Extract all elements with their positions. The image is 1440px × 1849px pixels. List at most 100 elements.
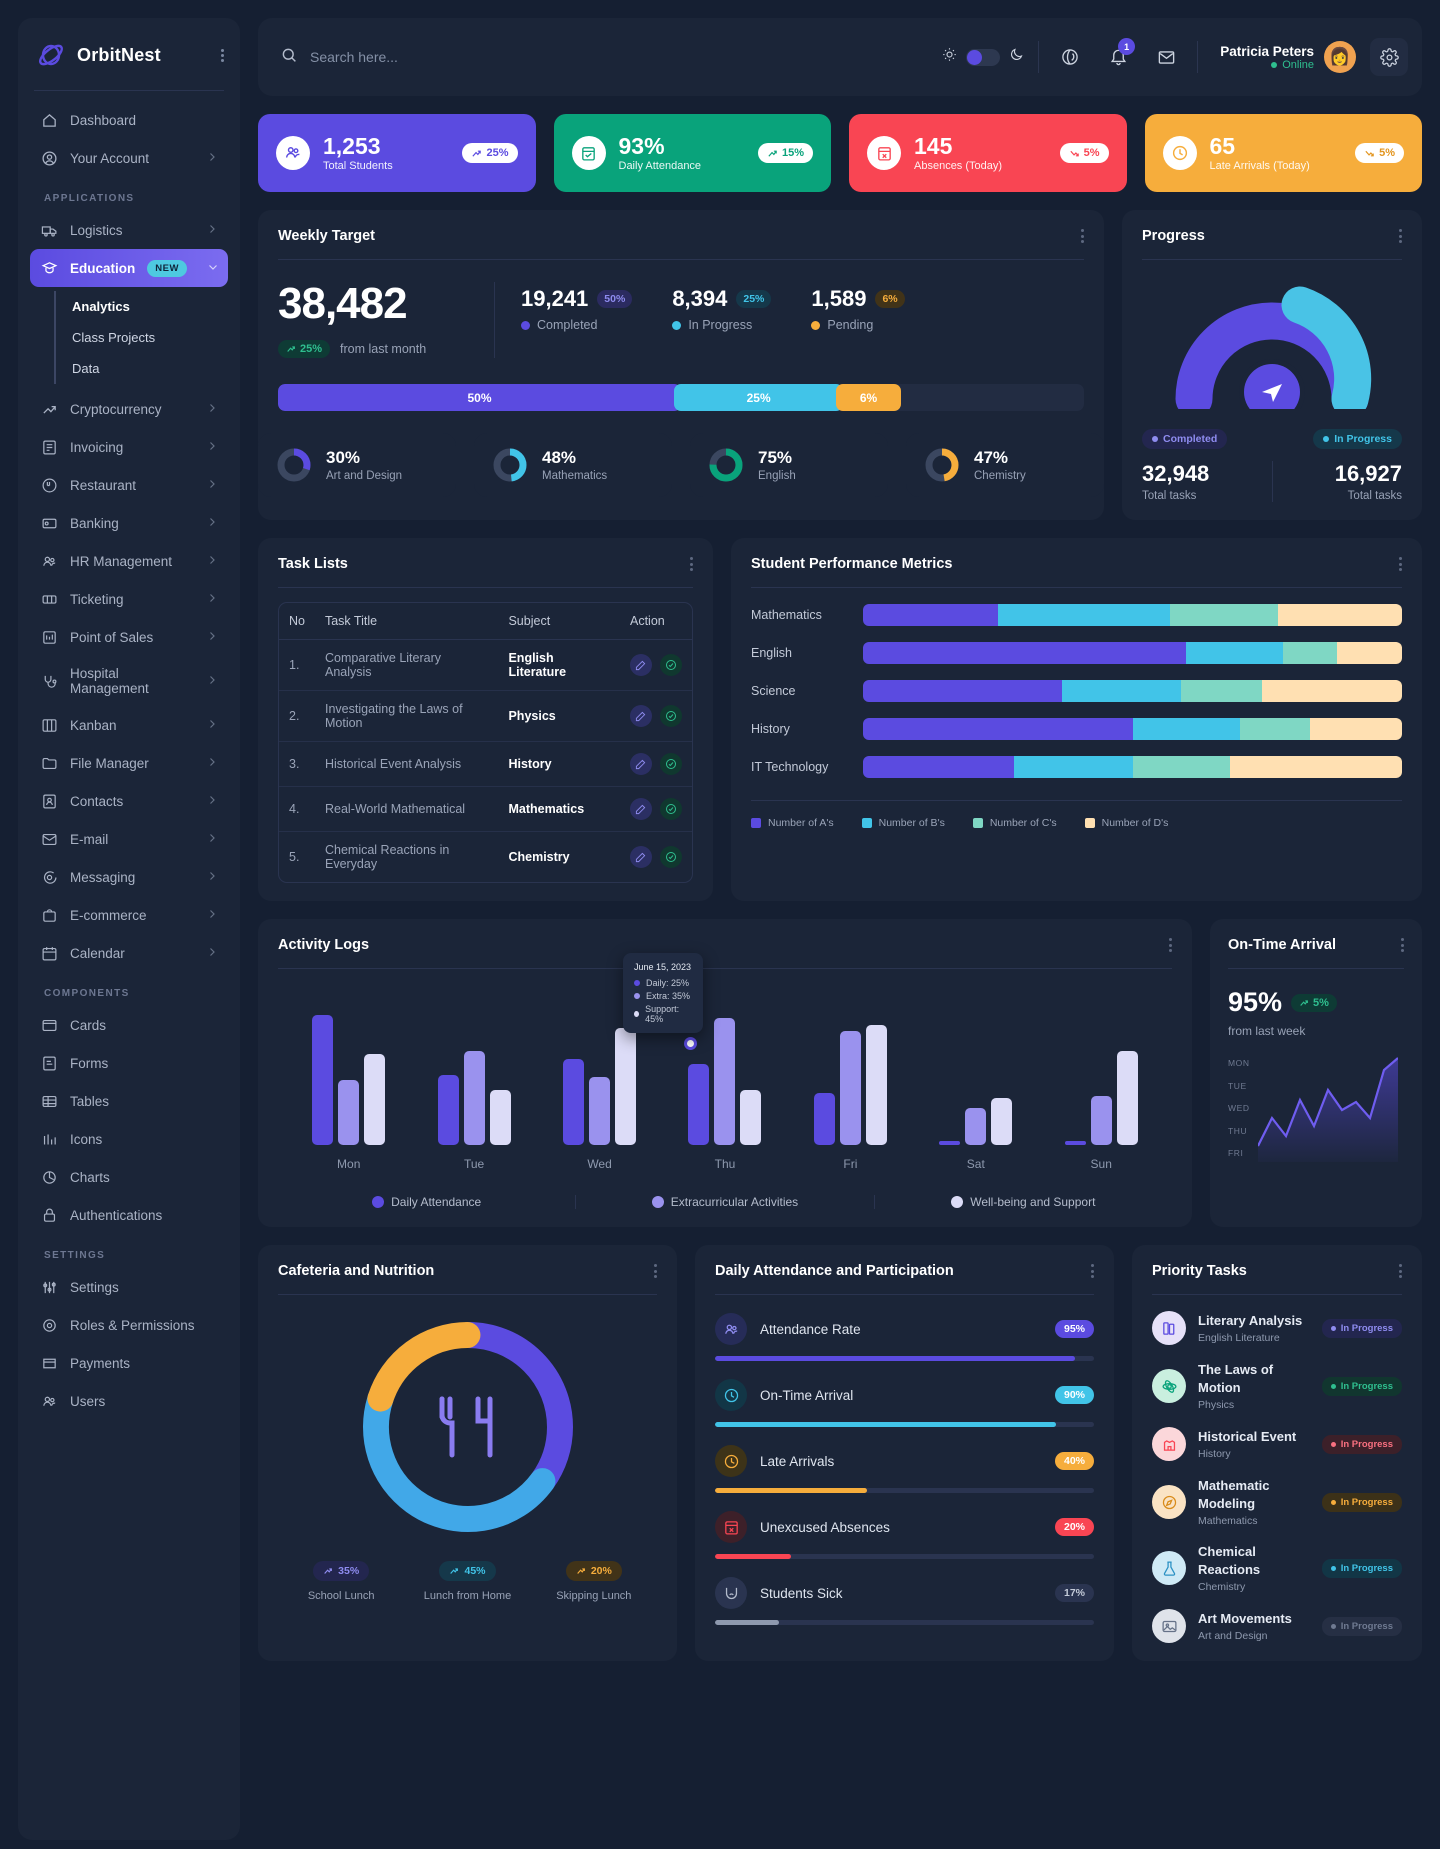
sidebar-item-icons[interactable]: Icons [30, 1120, 228, 1158]
check-circle-icon[interactable] [659, 798, 682, 820]
subject-card-art-design[interactable]: 30% Art and Design [258, 433, 456, 497]
sidebar-item-roles-permissions[interactable]: Roles & Permissions [30, 1306, 228, 1344]
kebab-menu-icon[interactable] [690, 557, 693, 571]
subject-card-chemistry[interactable]: 47% Chemistry [906, 433, 1104, 497]
gauge-chart [1175, 286, 1372, 409]
sidebar-item-logistics[interactable]: Logistics [30, 211, 228, 249]
sidebar-item-calendar[interactable]: Calendar [30, 934, 228, 972]
stat-card-late-arrivals[interactable]: 65 Late Arrivals (Today) 5% [1144, 114, 1422, 192]
participation-item-on-time-arrival[interactable]: On-Time Arrival 90% [715, 1379, 1094, 1427]
sidebar-subitem-class-projects[interactable]: Class Projects [72, 330, 156, 345]
sidebar-item-banking[interactable]: Banking [30, 504, 228, 542]
kebab-menu-icon[interactable] [1401, 938, 1404, 952]
search-input[interactable] [310, 49, 610, 65]
avatar[interactable]: 👩 [1324, 41, 1356, 73]
theme-toggle[interactable] [942, 47, 1024, 67]
sidebar-item-cards[interactable]: Cards [30, 1006, 228, 1044]
sidebar-item-ecommerce[interactable]: E-commerce [30, 896, 228, 934]
sidebar-item-ticketing[interactable]: Ticketing [30, 580, 228, 618]
settings-gear-icon[interactable] [1370, 38, 1408, 76]
user-profile[interactable]: Patricia Peters Online 👩 [1212, 41, 1356, 73]
stat-card-total-students[interactable]: 1,253 Total Students 25% [258, 114, 536, 192]
sidebar-item-file-manager[interactable]: File Manager [30, 744, 228, 782]
cell-no: 3. [279, 741, 315, 787]
sidebar-subitem-data[interactable]: Data [72, 361, 100, 376]
sidebar-item-education[interactable]: Education NEW [30, 249, 228, 287]
sidebar-item-cryptocurrency[interactable]: Cryptocurrency [30, 390, 228, 428]
edit-icon[interactable] [629, 705, 652, 727]
priority-item-historical-event[interactable]: Historical Event History In Progress [1152, 1427, 1402, 1461]
table-row[interactable]: 1. Comparative Literary Analysis English… [279, 639, 692, 691]
subject-card-english[interactable]: 75% English [690, 433, 888, 497]
edit-icon[interactable] [629, 846, 652, 868]
priority-item-chemical-reactions[interactable]: Chemical Reactions Chemistry In Progress [1152, 1543, 1402, 1593]
participation-item-attendance-rate[interactable]: Attendance Rate 95% [715, 1313, 1094, 1361]
people-icon [715, 1313, 747, 1345]
edit-icon[interactable] [629, 798, 652, 820]
sidebar-subitem-analytics[interactable]: Analytics [72, 299, 130, 314]
participation-item-late-arrivals[interactable]: Late Arrivals 40% [715, 1445, 1094, 1493]
sidebar-item-your-account[interactable]: Your Account [30, 139, 228, 177]
edit-icon[interactable] [629, 654, 652, 676]
ota-value-row: 95% 5% [1228, 987, 1404, 1018]
metric-in-progress: 8,394 25% In Progress [672, 286, 772, 332]
priority-item-literary-analysis[interactable]: Literary Analysis English Literature In P… [1152, 1311, 1402, 1345]
brand[interactable]: OrbitNest [18, 18, 240, 90]
kebab-menu-icon[interactable] [1399, 229, 1402, 243]
stat-card-absences[interactable]: 145 Absences (Today) 5% [849, 114, 1127, 192]
sidebar-item-email[interactable]: E-mail [30, 820, 228, 858]
image-icon [1152, 1609, 1186, 1643]
table-row[interactable]: 2. Investigating the Laws of Motion Phys… [279, 690, 692, 742]
sidebar-item-messaging[interactable]: Messaging [30, 858, 228, 896]
priority-item-laws-of-motion[interactable]: The Laws of Motion Physics In Progress [1152, 1361, 1402, 1411]
sidebar-item-tables[interactable]: Tables [30, 1082, 228, 1120]
cart-icon [40, 906, 58, 924]
language-globe-icon[interactable] [1053, 40, 1087, 74]
sidebar-item-hospital-management[interactable]: Hospital Management [30, 656, 228, 706]
sidebar-item-payments[interactable]: Payments [30, 1344, 228, 1382]
kebab-menu-icon[interactable] [1169, 938, 1172, 952]
tooltip-row-extra: Extra: 35% [634, 991, 692, 1001]
edit-icon[interactable] [629, 753, 652, 775]
priority-item-art-movements[interactable]: Art Movements Art and Design In Progress [1152, 1609, 1402, 1643]
table-row[interactable]: 4. Real-World Mathematical Mathematics [279, 786, 692, 832]
cell-title: Real-World Mathematical [314, 786, 499, 832]
participation-item-unexcused-absences[interactable]: Unexcused Absences 20% [715, 1511, 1094, 1559]
check-circle-icon[interactable] [659, 753, 682, 775]
check-circle-icon[interactable] [659, 654, 682, 676]
sidebar-item-authentications[interactable]: Authentications [30, 1196, 228, 1234]
sidebar-item-restaurant[interactable]: Restaurant [30, 466, 228, 504]
kebab-menu-icon[interactable] [1399, 1264, 1402, 1278]
subject-card-mathematics[interactable]: 48% Mathematics [474, 433, 672, 497]
stat-card-daily-attendance[interactable]: 93% Daily Attendance 15% [553, 114, 831, 192]
kebab-menu-icon[interactable] [1399, 557, 1402, 571]
kebab-menu-icon[interactable] [654, 1264, 657, 1278]
table-row[interactable]: 5. Chemical Reactions in Everyday Chemis… [279, 832, 692, 883]
table-row[interactable]: 3. Historical Event Analysis History [279, 741, 692, 787]
sidebar-item-hr-management[interactable]: HR Management [30, 542, 228, 580]
check-circle-icon[interactable] [659, 846, 682, 868]
sidebar-item-kanban[interactable]: Kanban [30, 706, 228, 744]
sidebar-item-point-of-sales[interactable]: Point of Sales [30, 618, 228, 656]
sidebar-item-charts[interactable]: Charts [30, 1158, 228, 1196]
kebab-menu-icon[interactable] [1081, 229, 1084, 243]
priority-item-mathematic-modeling[interactable]: Mathematic Modeling Mathematics In Progre… [1152, 1477, 1402, 1527]
theme-switch[interactable] [966, 48, 1001, 66]
stat-value: 65 [1209, 132, 1236, 159]
sidebar-item-users[interactable]: Users [30, 1382, 228, 1420]
sidebar-item-settings[interactable]: Settings [30, 1268, 228, 1306]
chevron-right-icon [206, 718, 218, 733]
mail-icon[interactable] [1149, 40, 1183, 74]
bar-group-wed: Wed [563, 1028, 637, 1171]
sidebar-item-invoicing[interactable]: Invoicing [30, 428, 228, 466]
kebab-menu-icon[interactable] [1091, 1264, 1094, 1278]
search-box[interactable] [280, 46, 928, 69]
participation-item-students-sick[interactable]: Students Sick 17% [715, 1577, 1094, 1625]
notification-bell-icon[interactable]: 1 [1101, 38, 1136, 74]
sidebar-item-dashboard[interactable]: Dashboard [30, 101, 228, 139]
sidebar-item-forms[interactable]: Forms [30, 1044, 228, 1082]
sidebar-menu-icon[interactable] [221, 47, 224, 64]
sidebar-item-contacts[interactable]: Contacts [30, 782, 228, 820]
check-circle-icon[interactable] [659, 705, 682, 727]
metric-pct: 6% [875, 290, 905, 308]
